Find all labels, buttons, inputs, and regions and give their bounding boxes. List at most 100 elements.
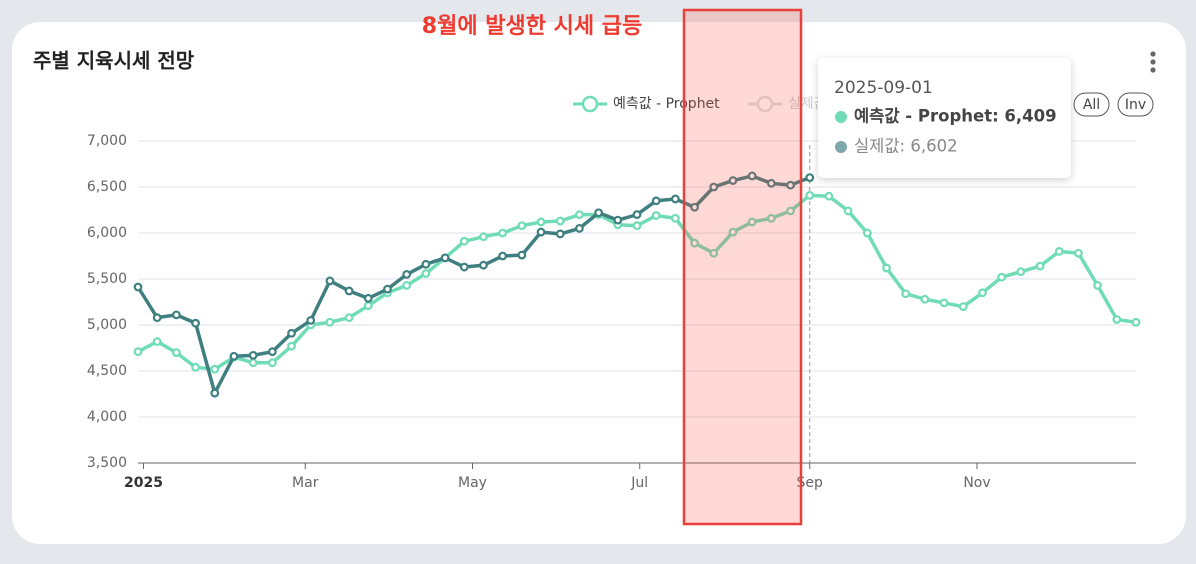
data-point bbox=[1016, 267, 1026, 277]
data-point bbox=[421, 269, 431, 278]
data-point bbox=[133, 282, 143, 292]
data-point bbox=[171, 310, 181, 320]
range-button[interactable]: All bbox=[1073, 92, 1110, 117]
data-point bbox=[882, 263, 891, 273]
data-point bbox=[325, 317, 335, 327]
data-point bbox=[728, 227, 738, 237]
button-box bbox=[1073, 92, 1110, 117]
annotation: 8월에 발생한 시세 급등 bbox=[422, 14, 642, 39]
data-point bbox=[479, 260, 488, 270]
data-point bbox=[536, 217, 546, 227]
tooltip-dot bbox=[835, 141, 847, 153]
data-point bbox=[651, 211, 661, 220]
legend-item[interactable]: 예측값 - Prophet bbox=[573, 95, 720, 113]
data-point bbox=[670, 194, 680, 204]
y-tick-label: 6,500 bbox=[87, 179, 127, 195]
x-tick-label: Sep bbox=[797, 475, 824, 491]
data-point bbox=[632, 221, 642, 231]
data-point bbox=[536, 227, 546, 237]
data-point bbox=[786, 206, 795, 216]
data-point bbox=[229, 351, 239, 361]
data-point bbox=[997, 272, 1007, 282]
x-tick-label: May bbox=[458, 475, 487, 491]
data-point bbox=[133, 347, 143, 357]
button-label: Inv bbox=[1125, 97, 1146, 113]
data-point bbox=[786, 180, 795, 190]
y-tick-label: 4,500 bbox=[87, 363, 127, 379]
data-point bbox=[383, 284, 392, 294]
button-box bbox=[1117, 92, 1154, 117]
data-point bbox=[498, 228, 508, 238]
menu-button[interactable] bbox=[1150, 51, 1156, 73]
tooltip-title: 2025-09-01 bbox=[834, 78, 933, 98]
x-tick-label: 2025 bbox=[124, 475, 163, 491]
data-point bbox=[517, 221, 527, 231]
tooltip: 2025-09-01 예측값 - Prophet: 6,409 실제값: 6,602 bbox=[818, 58, 1071, 178]
data-point bbox=[766, 213, 776, 223]
data-point bbox=[978, 288, 987, 298]
data-point bbox=[267, 358, 277, 368]
data-point bbox=[747, 171, 757, 181]
tooltip-line: 실제값: 6,602 bbox=[854, 137, 958, 156]
data-point bbox=[152, 313, 162, 323]
data-point bbox=[824, 191, 834, 201]
data-point bbox=[1054, 246, 1064, 256]
data-point bbox=[325, 276, 335, 286]
data-point bbox=[670, 213, 680, 223]
data-point bbox=[862, 228, 872, 238]
tooltip-line: 예측값 - Prophet: 6,409 bbox=[854, 107, 1057, 126]
data-point bbox=[728, 176, 738, 185]
button-label: All bbox=[1083, 97, 1100, 113]
data-point bbox=[287, 341, 296, 351]
data-point bbox=[210, 364, 220, 374]
data-point bbox=[152, 337, 162, 346]
data-point bbox=[1093, 281, 1103, 290]
data-point bbox=[248, 358, 258, 368]
data-point bbox=[690, 202, 699, 212]
tooltip-dot bbox=[835, 111, 847, 123]
data-point bbox=[171, 348, 181, 358]
data-point bbox=[479, 232, 488, 242]
data-point bbox=[210, 388, 220, 398]
y-tick-label: 4,000 bbox=[87, 409, 127, 425]
data-point bbox=[459, 236, 469, 246]
data-point bbox=[191, 362, 200, 372]
highlight-box bbox=[682, 8, 803, 526]
y-tick-label: 7,000 bbox=[87, 133, 127, 149]
legend-item[interactable]: 실제값 bbox=[748, 95, 827, 113]
data-point bbox=[766, 178, 776, 188]
data-point bbox=[498, 251, 508, 261]
legend-label: 실제값 bbox=[788, 96, 827, 112]
chart-title: 주별 지육시세 전망 bbox=[33, 49, 195, 73]
data-point bbox=[1112, 315, 1122, 324]
x-tick-label: Mar bbox=[292, 475, 319, 491]
data-point bbox=[805, 173, 815, 183]
data-point bbox=[402, 281, 412, 290]
y-tick-label: 6,000 bbox=[87, 225, 127, 241]
x-tick-label: Jul bbox=[630, 475, 648, 491]
data-point bbox=[402, 270, 412, 279]
data-point bbox=[555, 216, 565, 226]
data-point bbox=[363, 293, 373, 303]
data-point bbox=[958, 302, 968, 312]
data-point bbox=[248, 350, 258, 360]
range-button[interactable]: Inv bbox=[1117, 92, 1154, 117]
data-point bbox=[632, 210, 642, 220]
data-point bbox=[459, 262, 469, 272]
data-point bbox=[709, 248, 719, 258]
data-point bbox=[805, 190, 815, 200]
data-point bbox=[287, 328, 296, 338]
data-point bbox=[651, 196, 661, 206]
data-point bbox=[747, 217, 757, 227]
data-point bbox=[517, 250, 527, 260]
legend-marker bbox=[756, 95, 774, 113]
data-point bbox=[191, 318, 200, 328]
data-point bbox=[440, 253, 450, 263]
data-point bbox=[843, 206, 853, 216]
data-point bbox=[1131, 317, 1141, 327]
data-point bbox=[575, 210, 584, 220]
data-point bbox=[709, 182, 719, 192]
data-point bbox=[594, 208, 604, 218]
